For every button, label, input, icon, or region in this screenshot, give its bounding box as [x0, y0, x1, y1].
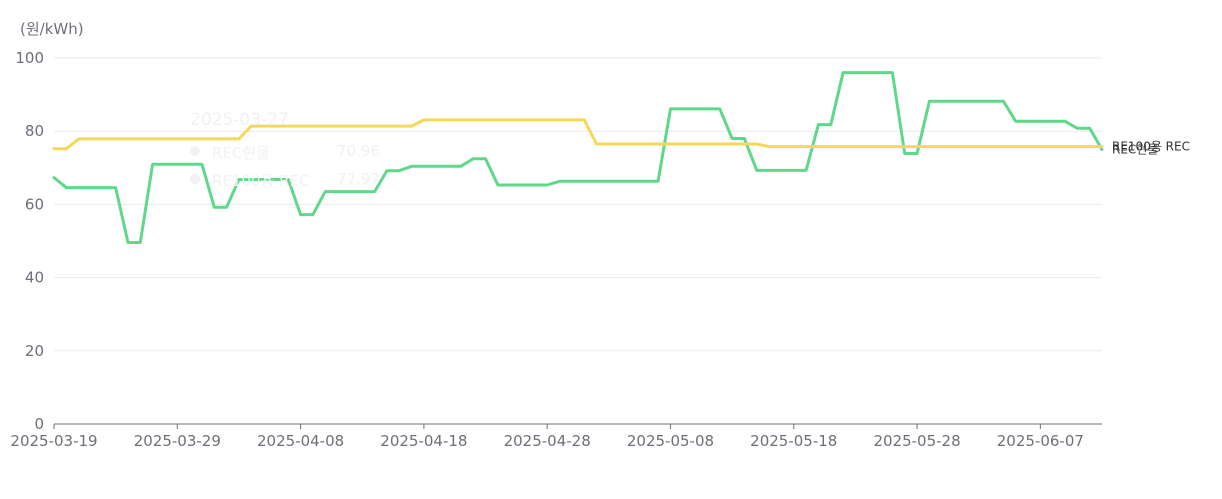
y-tick-label: 100	[15, 49, 44, 67]
series-end-label: RE100용 REC	[1112, 140, 1190, 154]
series-line	[52, 71, 1104, 244]
y-tick-label: 80	[25, 122, 44, 140]
x-tick-label: 2025-04-18	[380, 432, 467, 450]
x-tick-label: 2025-04-08	[257, 432, 344, 450]
series-line	[52, 118, 1104, 151]
x-tick-label: 2025-05-18	[750, 432, 837, 450]
series-end-label: REC현물	[1112, 143, 1158, 157]
x-tick-label: 2025-03-29	[134, 432, 221, 450]
x-axis: 2025-03-19 2025-03-29 2025-04-08 2025-04-18…	[10, 423, 1102, 450]
y-tick-label: 40	[25, 269, 44, 287]
y-tick-label: 60	[25, 195, 44, 213]
y-tick-label: 20	[25, 342, 44, 360]
x-tick-label: 2025-04-28	[504, 432, 591, 450]
x-tick-label: 2025-05-08	[627, 432, 714, 450]
x-tick-label: 2025-05-28	[873, 432, 960, 450]
y-tick-label: 0	[34, 415, 44, 433]
x-tick-label: 2025-03-19	[10, 432, 97, 450]
y-axis-ticks: 0 20 40 60 80 100	[15, 49, 44, 433]
series-lines	[52, 71, 1104, 244]
y-unit-label: (원/kWh)	[20, 20, 84, 38]
x-tick-label: 2025-06-07	[997, 432, 1084, 450]
